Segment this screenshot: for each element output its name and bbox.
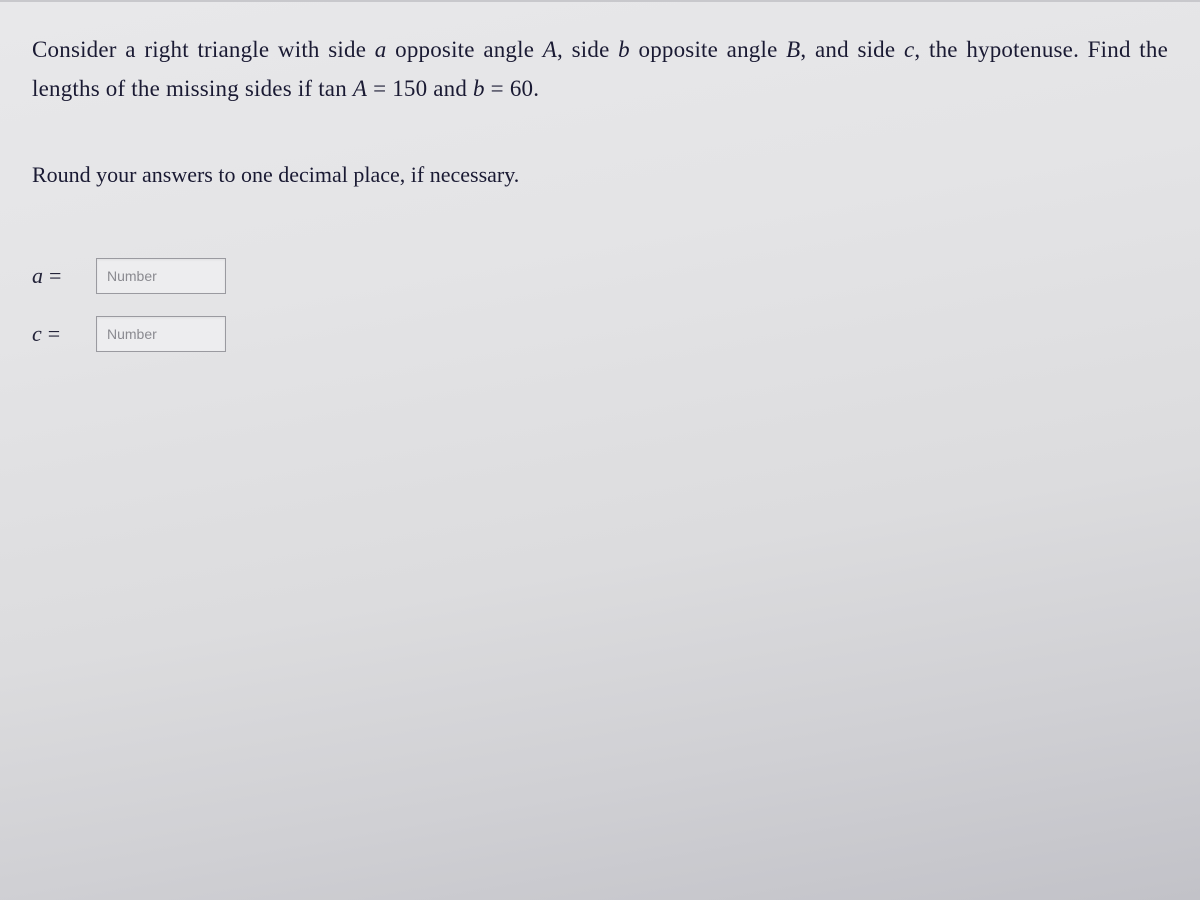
variable-A: A [543, 37, 557, 62]
equals-sign: = [367, 76, 392, 101]
text-fragment: , side [557, 37, 618, 62]
problem-statement: Consider a right triangle with side a op… [32, 30, 1168, 108]
text-fragment: opposite angle [630, 37, 786, 62]
text-fragment: and [427, 76, 473, 101]
text-fragment: . [533, 76, 539, 101]
answer-row-c: c= [32, 316, 1168, 352]
tan-value: 150 [392, 76, 427, 101]
tan-variable: A [353, 76, 367, 101]
answer-input-a[interactable] [96, 258, 226, 294]
variable-a: a [375, 37, 387, 62]
variable-B: B [786, 37, 800, 62]
question-page: Consider a right triangle with side a op… [0, 0, 1200, 900]
rounding-instruction: Round your answers to one decimal place,… [32, 162, 1168, 188]
answer-row-a: a= [32, 258, 1168, 294]
answer-input-c[interactable] [96, 316, 226, 352]
answers-block: a= c= [32, 258, 1168, 352]
text-fragment: , and side [800, 37, 904, 62]
b-value: 60 [510, 76, 533, 101]
equals-sign: = [485, 76, 510, 101]
label-var: a [32, 263, 43, 288]
label-var: c [32, 321, 42, 346]
variable-c: c [904, 37, 914, 62]
equals-sign: = [48, 321, 60, 346]
text-fragment: opposite angle [386, 37, 542, 62]
answer-label-c: c= [32, 321, 96, 347]
variable-b: b [618, 37, 630, 62]
equals-sign: = [49, 263, 61, 288]
answer-label-a: a= [32, 263, 96, 289]
variable-b-given: b [473, 76, 485, 101]
text-fragment: Consider a right triangle with side [32, 37, 375, 62]
tan-label: tan [318, 76, 353, 101]
